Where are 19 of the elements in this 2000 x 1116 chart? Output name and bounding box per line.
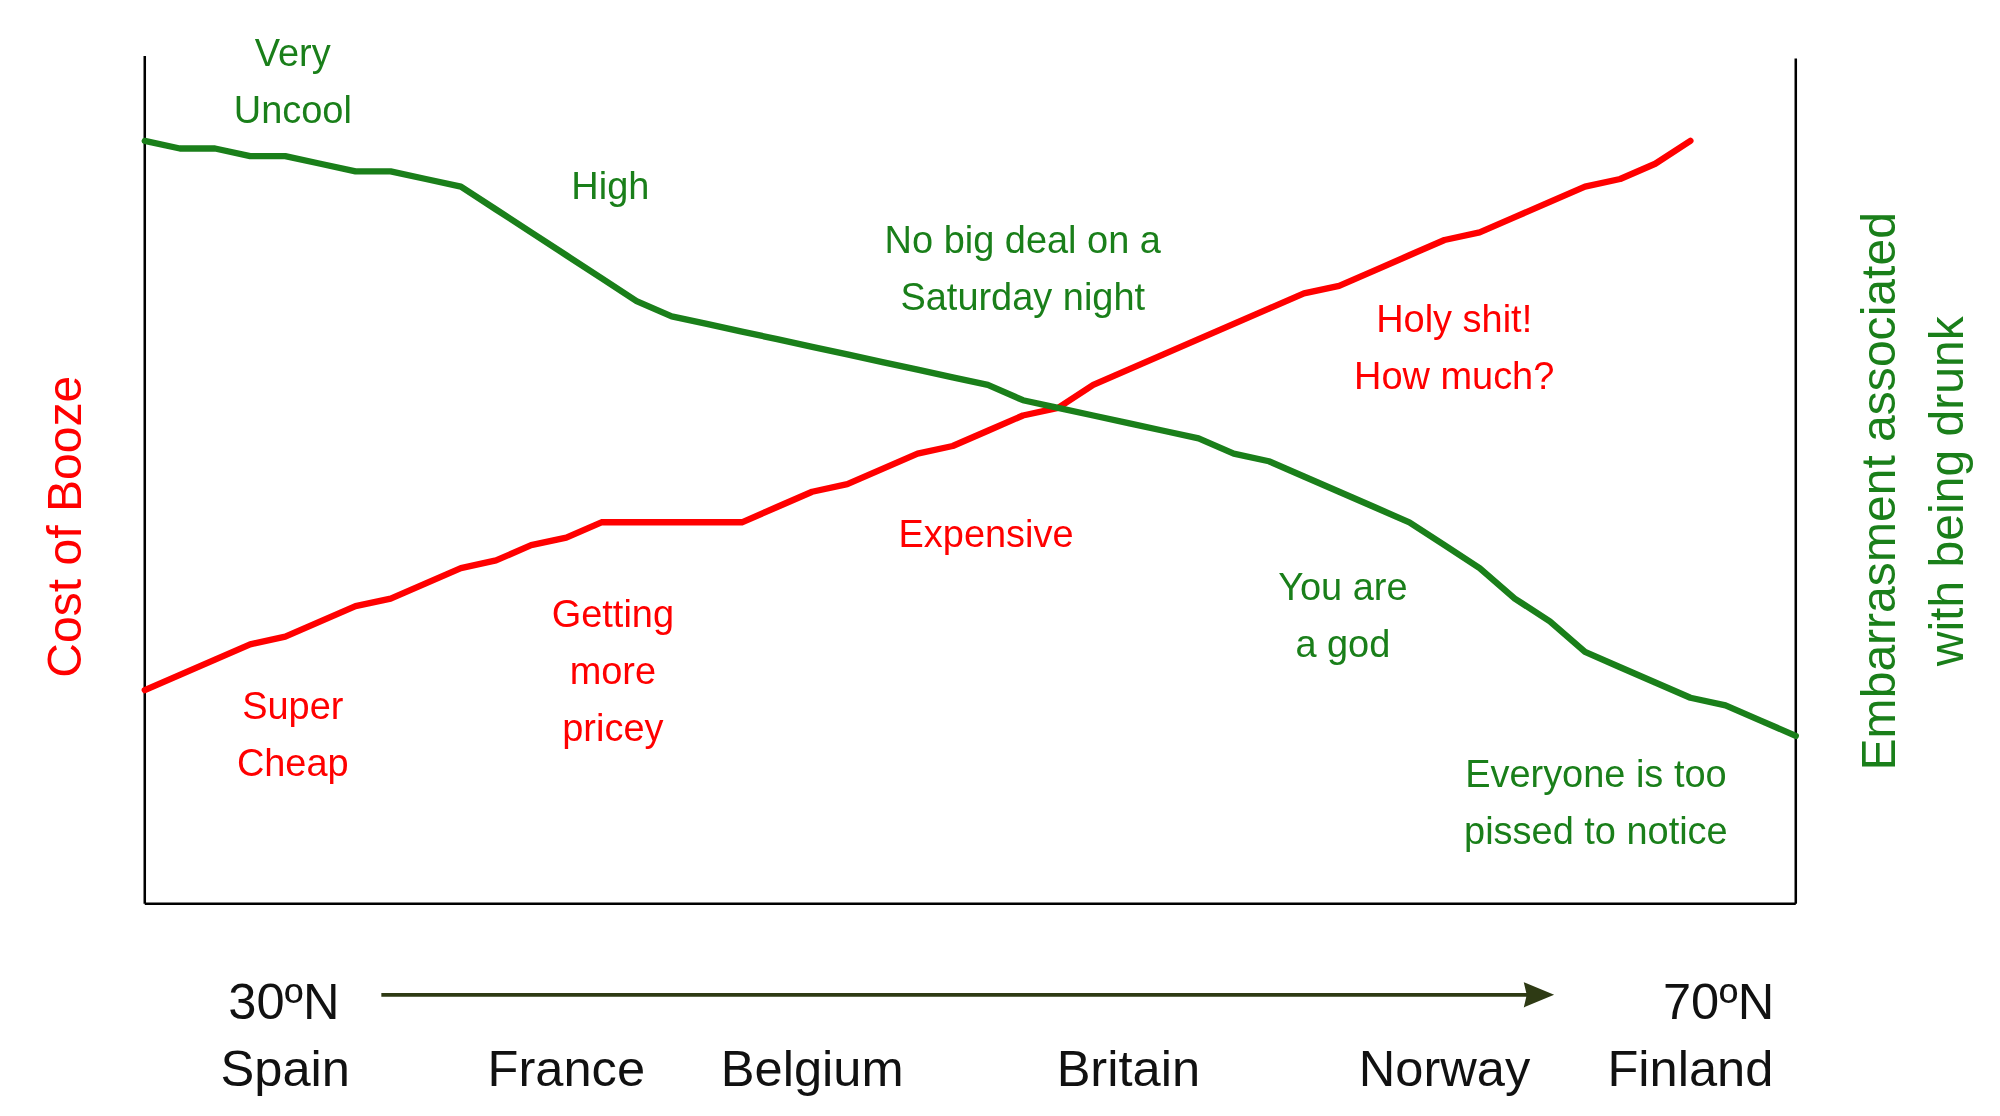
y-axis-title: Cost of Booze — [36, 375, 91, 678]
annotation: Expensive — [898, 513, 1074, 556]
annotation: No big deal on a Saturday night — [884, 219, 1162, 319]
annotation: Everyone is too pissed to notice — [1464, 753, 1728, 852]
x-tick-label: Norway — [1358, 1039, 1531, 1097]
text: 70ºN — [1662, 972, 1775, 1030]
annotation: Super Cheap — [236, 684, 349, 784]
annotation: You are a god — [1278, 565, 1408, 665]
annotation: Getting more pricey — [551, 593, 675, 749]
y2-axis-title: Embarrasment associated with being drunk — [1851, 212, 1974, 771]
x-tick-label: Britain — [1056, 1039, 1201, 1097]
text: Very Uncool — [233, 31, 352, 131]
x-tick-label: France — [487, 1039, 646, 1097]
annotation: Holy shit! How much? — [1354, 297, 1555, 397]
x-tick-label: Finland — [1607, 1039, 1774, 1097]
text: 30ºN — [228, 972, 340, 1030]
x-tick-label: Belgium — [720, 1039, 904, 1097]
x-tick-label: Spain — [220, 1039, 350, 1097]
annotation: High — [571, 165, 650, 208]
